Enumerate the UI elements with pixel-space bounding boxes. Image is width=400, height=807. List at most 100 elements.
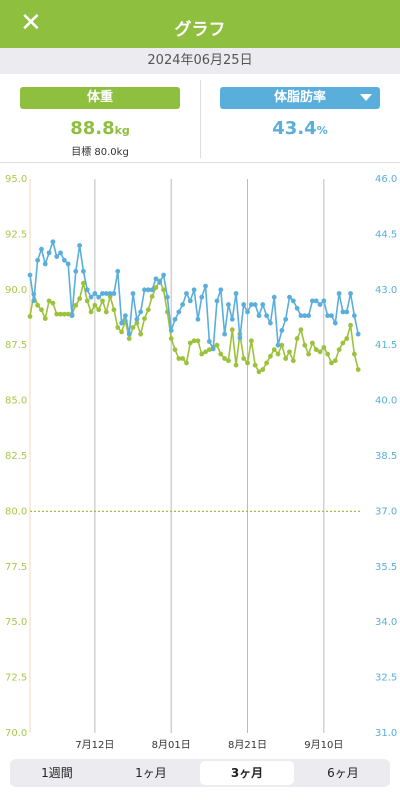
data-point (195, 338, 201, 344)
data-point (153, 285, 159, 290)
data-point (275, 342, 281, 348)
data-point (100, 291, 105, 296)
data-point (245, 309, 250, 315)
data-point (180, 302, 186, 307)
data-point (252, 302, 258, 307)
y2-tick-label: 34.0 (375, 617, 397, 628)
data-point (103, 309, 109, 315)
data-point (321, 345, 327, 350)
data-point (302, 342, 308, 348)
data-point (115, 268, 121, 274)
y2-tick-label: 35.5 (375, 562, 397, 573)
data-point (96, 294, 102, 300)
data-point (302, 313, 308, 319)
data-point (115, 325, 121, 330)
metric-dropdown[interactable]: 体脂肪率 (220, 87, 380, 109)
chart: 95.0 92.5 90.0 87.5 85.0 82.5 80.0 77.5 75.0 72.5… (5, 174, 397, 751)
data-point (222, 331, 228, 337)
data-point (233, 362, 239, 368)
data-point (214, 342, 220, 348)
data-point (298, 327, 304, 333)
data-point (271, 294, 277, 300)
data-point (123, 313, 128, 319)
y2-tick-label: 41.5 (375, 340, 397, 351)
data-point (153, 276, 159, 282)
data-point (199, 294, 205, 300)
data-point (256, 313, 262, 319)
header-title: グラフ (174, 20, 226, 40)
y2-tick-label: 40.0 (375, 396, 397, 407)
y-tick-label: 72.5 (5, 673, 27, 684)
data-point (149, 287, 155, 293)
data-point (111, 291, 117, 296)
data-point (233, 291, 239, 296)
data-point (248, 338, 254, 344)
data-point (35, 302, 41, 308)
data-point (279, 342, 285, 348)
fat-value: 43.4% (220, 118, 380, 139)
y-tick-label: 82.5 (5, 451, 27, 462)
data-point (130, 291, 136, 296)
data-point (168, 336, 174, 341)
data-point (100, 298, 105, 304)
divider (0, 162, 400, 163)
period-tab[interactable]: 1ヶ月 (135, 766, 167, 780)
data-point (351, 313, 357, 319)
data-point (309, 298, 315, 304)
data-point (46, 250, 52, 256)
data-point (142, 287, 147, 293)
data-point (107, 291, 113, 296)
data-point (61, 311, 67, 317)
data-point (348, 291, 353, 296)
weight-button[interactable]: 体重 (20, 87, 180, 109)
data-point (126, 336, 132, 341)
data-point (332, 320, 338, 326)
period-tab[interactable]: 1週間 (41, 766, 73, 780)
y2-tick-label: 44.5 (375, 229, 397, 240)
x-tick-label: 7月12日 (75, 739, 114, 751)
close-button[interactable]: ✕ (20, 8, 42, 38)
weight-number: 88.8 (70, 118, 115, 139)
data-point (317, 302, 323, 307)
data-point (27, 272, 33, 278)
header: ✕ グラフ (0, 0, 400, 48)
series-line (29, 239, 359, 352)
data-point (336, 347, 342, 353)
data-point (313, 347, 319, 353)
data-point (54, 254, 60, 259)
data-point (287, 349, 292, 355)
data-point (355, 367, 361, 372)
data-point (50, 300, 56, 306)
data-point (73, 268, 79, 274)
data-point (275, 351, 281, 357)
data-point (134, 320, 140, 326)
data-point (184, 360, 189, 366)
data-point (237, 335, 243, 341)
y-tick-label: 87.5 (5, 340, 27, 351)
data-point (268, 320, 273, 326)
data-point (229, 316, 235, 322)
data-point (256, 369, 262, 375)
data-point (283, 356, 289, 361)
data-point (46, 298, 52, 304)
period-tab[interactable]: 3ヶ月 (200, 761, 294, 785)
data-point (103, 291, 109, 296)
data-point (252, 362, 258, 368)
data-point (65, 261, 71, 267)
data-point (164, 294, 170, 300)
data-point (271, 347, 277, 353)
data-point (226, 302, 231, 307)
data-point (161, 272, 166, 278)
dropdown-label: 体脂肪率 (273, 90, 326, 105)
data-point (340, 340, 346, 346)
period-tab[interactable]: 6ヶ月 (327, 766, 359, 780)
data-point (203, 283, 208, 289)
data-point (88, 294, 94, 300)
fat-unit: % (316, 124, 328, 137)
data-point (325, 313, 331, 319)
data-point (77, 296, 83, 302)
y-tick-label: 80.0 (5, 506, 27, 517)
data-point (287, 294, 292, 300)
data-point (58, 311, 63, 317)
data-point (180, 356, 186, 361)
